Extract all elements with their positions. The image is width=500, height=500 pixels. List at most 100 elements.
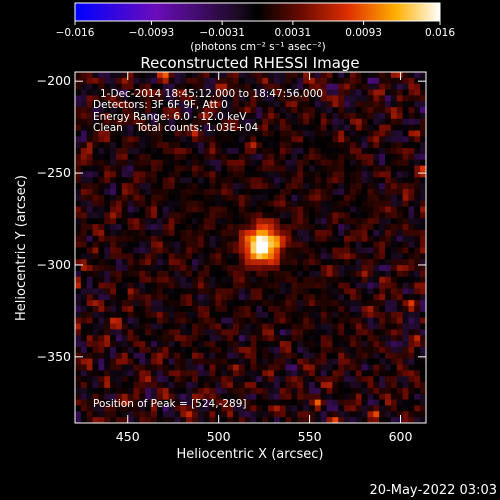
heatmap-cell <box>197 165 205 172</box>
heatmap-cell <box>320 247 327 254</box>
heatmap-cell <box>402 382 409 389</box>
heatmap-cell <box>151 77 158 85</box>
heatmap-cell <box>309 159 316 166</box>
heatmap-cell <box>279 300 286 307</box>
heatmap-cell <box>408 387 415 395</box>
heatmap-cell <box>349 95 357 102</box>
heatmap-cell <box>303 224 310 231</box>
heatmap-cell <box>309 393 316 400</box>
heatmap-cell <box>303 212 310 219</box>
heatmap-cell <box>192 241 199 248</box>
heatmap-cell <box>127 142 134 149</box>
heatmap-cell <box>139 382 146 389</box>
heatmap-cell <box>227 358 234 365</box>
heatmap-cell <box>145 417 152 423</box>
heatmap-cell <box>390 370 398 377</box>
heatmap-cell <box>414 259 421 266</box>
heatmap-cell <box>256 276 263 283</box>
heatmap-cell <box>273 206 281 213</box>
heatmap-cell <box>209 142 216 149</box>
heatmap-cell <box>309 247 316 254</box>
heatmap-cell <box>273 329 281 336</box>
heatmap-cell <box>232 358 240 365</box>
heatmap-cell <box>367 229 374 237</box>
heatmap-cell <box>151 159 158 166</box>
heatmap-cell <box>110 346 117 354</box>
heatmap-cell <box>262 270 269 278</box>
heatmap-cell <box>98 341 105 348</box>
heatmap-cell <box>338 165 345 172</box>
heatmap-cell <box>110 218 117 225</box>
heatmap-cell <box>373 177 380 184</box>
heatmap-cell <box>279 329 286 336</box>
heatmap-cell <box>326 411 333 418</box>
heatmap-cell <box>227 107 234 114</box>
heatmap-cell <box>279 288 286 295</box>
heatmap-cell <box>297 118 304 126</box>
heatmap-cell <box>279 200 286 207</box>
heatmap-cell <box>209 107 216 114</box>
heatmap-cell <box>209 235 216 243</box>
heatmap-cell <box>320 265 327 272</box>
heatmap-cell <box>420 323 426 330</box>
heatmap-cell <box>402 194 409 202</box>
heatmap-cell <box>98 399 105 406</box>
heatmap-cell <box>273 171 281 178</box>
heatmap-cell <box>273 107 281 114</box>
heatmap-cell <box>127 282 134 289</box>
heatmap-cell <box>75 300 82 307</box>
heatmap-cell <box>379 95 386 102</box>
heatmap-cell <box>104 224 111 231</box>
heatmap-cell <box>379 387 386 395</box>
heatmap-cell <box>396 171 403 178</box>
heatmap-cell <box>98 177 105 184</box>
heatmap-cell <box>92 107 99 114</box>
heatmap-cell <box>127 288 134 295</box>
heatmap-cell <box>414 387 421 395</box>
heatmap-cell <box>145 224 152 231</box>
heatmap-cell <box>414 183 421 190</box>
heatmap-cell <box>344 118 351 126</box>
heatmap-cell <box>215 393 222 400</box>
heatmap-cell <box>110 387 117 395</box>
heatmap-cell <box>232 107 240 114</box>
heatmap-cell <box>250 148 257 155</box>
heatmap-cell <box>151 247 158 254</box>
heatmap-cell <box>186 399 193 406</box>
heatmap-cell <box>379 323 386 330</box>
heatmap-cell <box>379 370 386 377</box>
heatmap-cell <box>180 165 187 172</box>
heatmap-cell <box>303 300 310 307</box>
heatmap-cell <box>256 393 263 400</box>
heatmap-cell <box>104 282 111 289</box>
heatmap-cell <box>349 112 357 120</box>
heatmap-cell <box>326 346 333 354</box>
heatmap-cell <box>279 177 286 184</box>
heatmap-cell <box>145 183 152 190</box>
heatmap-cell <box>115 376 123 383</box>
heatmap-cell <box>396 417 403 423</box>
heatmap-cell <box>297 206 304 213</box>
heatmap-cell <box>402 370 409 377</box>
heatmap-cell <box>367 253 374 260</box>
heatmap-cell <box>390 329 398 336</box>
heatmap-cell <box>402 165 409 172</box>
heatmap-cell <box>139 417 146 423</box>
heatmap-cell <box>133 288 140 295</box>
heatmap-cell <box>349 171 357 178</box>
heatmap-cell <box>104 346 111 354</box>
heatmap-cell <box>139 136 146 143</box>
heatmap-cell <box>332 83 339 90</box>
heatmap-cell <box>314 165 322 172</box>
heatmap-cell <box>86 118 93 126</box>
heatmap-cell <box>402 229 409 237</box>
heatmap-cell <box>203 95 210 102</box>
heatmap-cell <box>127 346 134 354</box>
heatmap-cell <box>162 417 169 423</box>
heatmap-cell <box>379 177 386 184</box>
heatmap-cell <box>297 265 304 272</box>
heatmap-cell <box>133 189 140 196</box>
heatmap-cell <box>75 229 82 237</box>
heatmap-cell <box>309 83 316 90</box>
heatmap-cell <box>215 247 222 254</box>
